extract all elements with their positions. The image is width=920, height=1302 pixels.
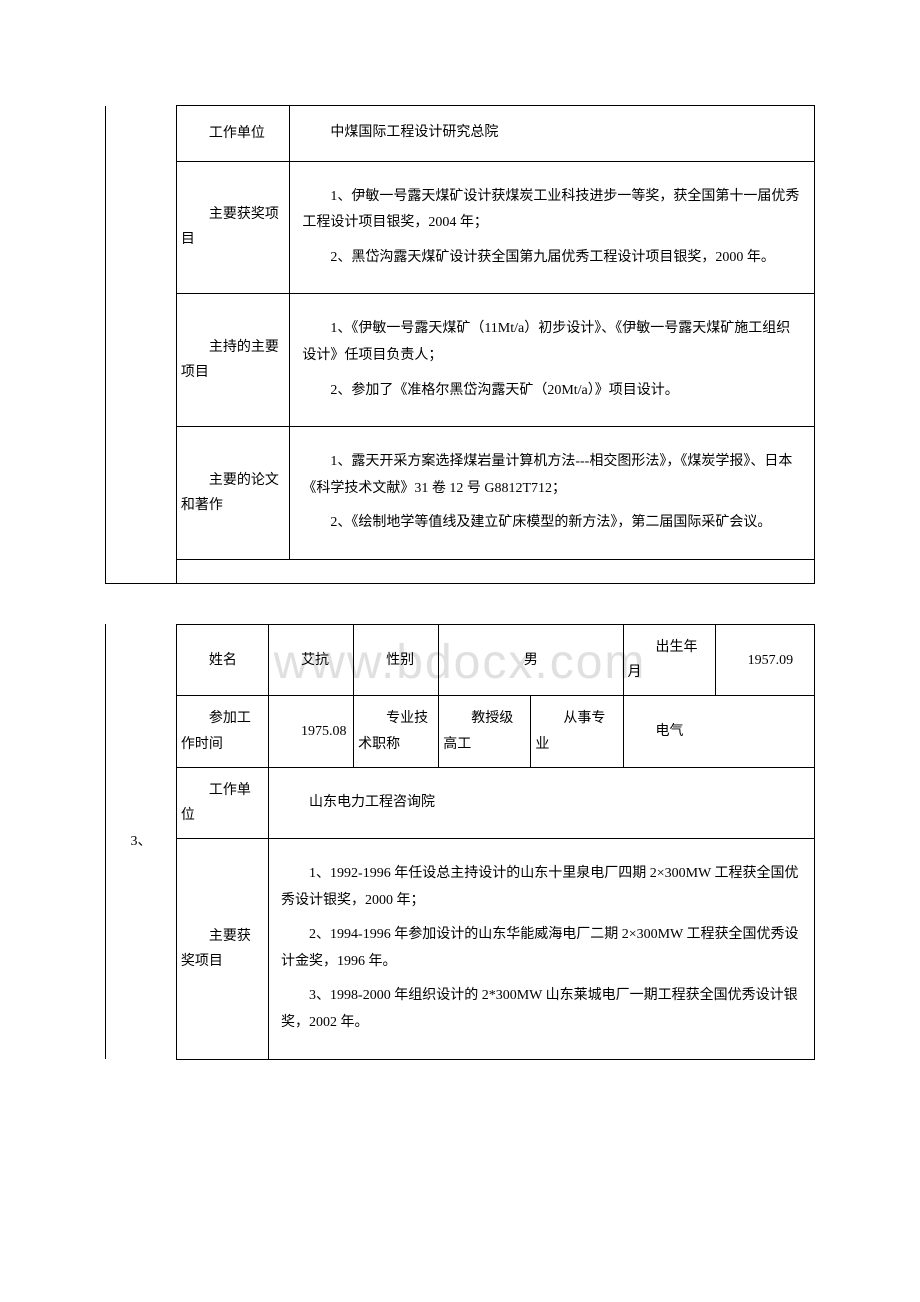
label-join-work: 参加工作时间 xyxy=(176,696,268,767)
value-birth: 1957.09 xyxy=(715,624,814,695)
empty-cell xyxy=(106,559,177,583)
label-awards-2: 主要获奖项目 xyxy=(176,839,268,1060)
label-birth: 出生年月 xyxy=(623,624,715,695)
label-awards: 主要获奖项目 xyxy=(176,161,289,294)
empty-cell xyxy=(176,559,814,583)
side-number: 3、 xyxy=(106,624,177,1059)
value-papers: 1、露天开采方案选择煤岩量计算机方法---相交图形法》，《煤炭学报》、日本《科学… xyxy=(290,427,815,560)
value-field: 电气 xyxy=(623,696,814,767)
label-work-unit: 工作单位 xyxy=(176,106,289,162)
label-work-unit-2: 工作单位 xyxy=(176,767,268,838)
value-awards: 1、伊敏一号露天煤矿设计获煤炭工业科技进步一等奖，获全国第十一届优秀工程设计项目… xyxy=(290,161,815,294)
value-name: 艾抗 xyxy=(269,624,354,695)
value-pro-title: 教授级高工 xyxy=(439,696,531,767)
value-work-unit-2: 山东电力工程咨询院 xyxy=(269,767,815,838)
label-field: 从事专业 xyxy=(531,696,623,767)
label-pro-title: 专业技术职称 xyxy=(354,696,439,767)
value-awards-2: 1、1992-1996 年任设总主持设计的山东十里泉电厂四期 2×300MW 工… xyxy=(269,839,815,1060)
table-person-2-continued: 工作单位 中煤国际工程设计研究总院 主要获奖项目 1、伊敏一号露天煤矿设计获煤炭… xyxy=(105,105,815,584)
label-name: 姓名 xyxy=(176,624,268,695)
value-projects: 1、《伊敏一号露天煤矿（11Mt/a）初步设计》、《伊敏一号露天煤矿施工组织设计… xyxy=(290,294,815,427)
side-spacer xyxy=(106,106,177,560)
value-work-unit: 中煤国际工程设计研究总院 xyxy=(290,106,815,162)
value-join-work: 1975.08 xyxy=(269,696,354,767)
table-person-3: 3、 姓名 艾抗 性别 男 出生年月 1957.09 参加工作时间 1975.0… xyxy=(105,624,815,1060)
label-projects: 主持的主要项目 xyxy=(176,294,289,427)
value-gender: 男 xyxy=(439,624,623,695)
label-papers: 主要的论文和著作 xyxy=(176,427,289,560)
label-gender: 性别 xyxy=(354,624,439,695)
